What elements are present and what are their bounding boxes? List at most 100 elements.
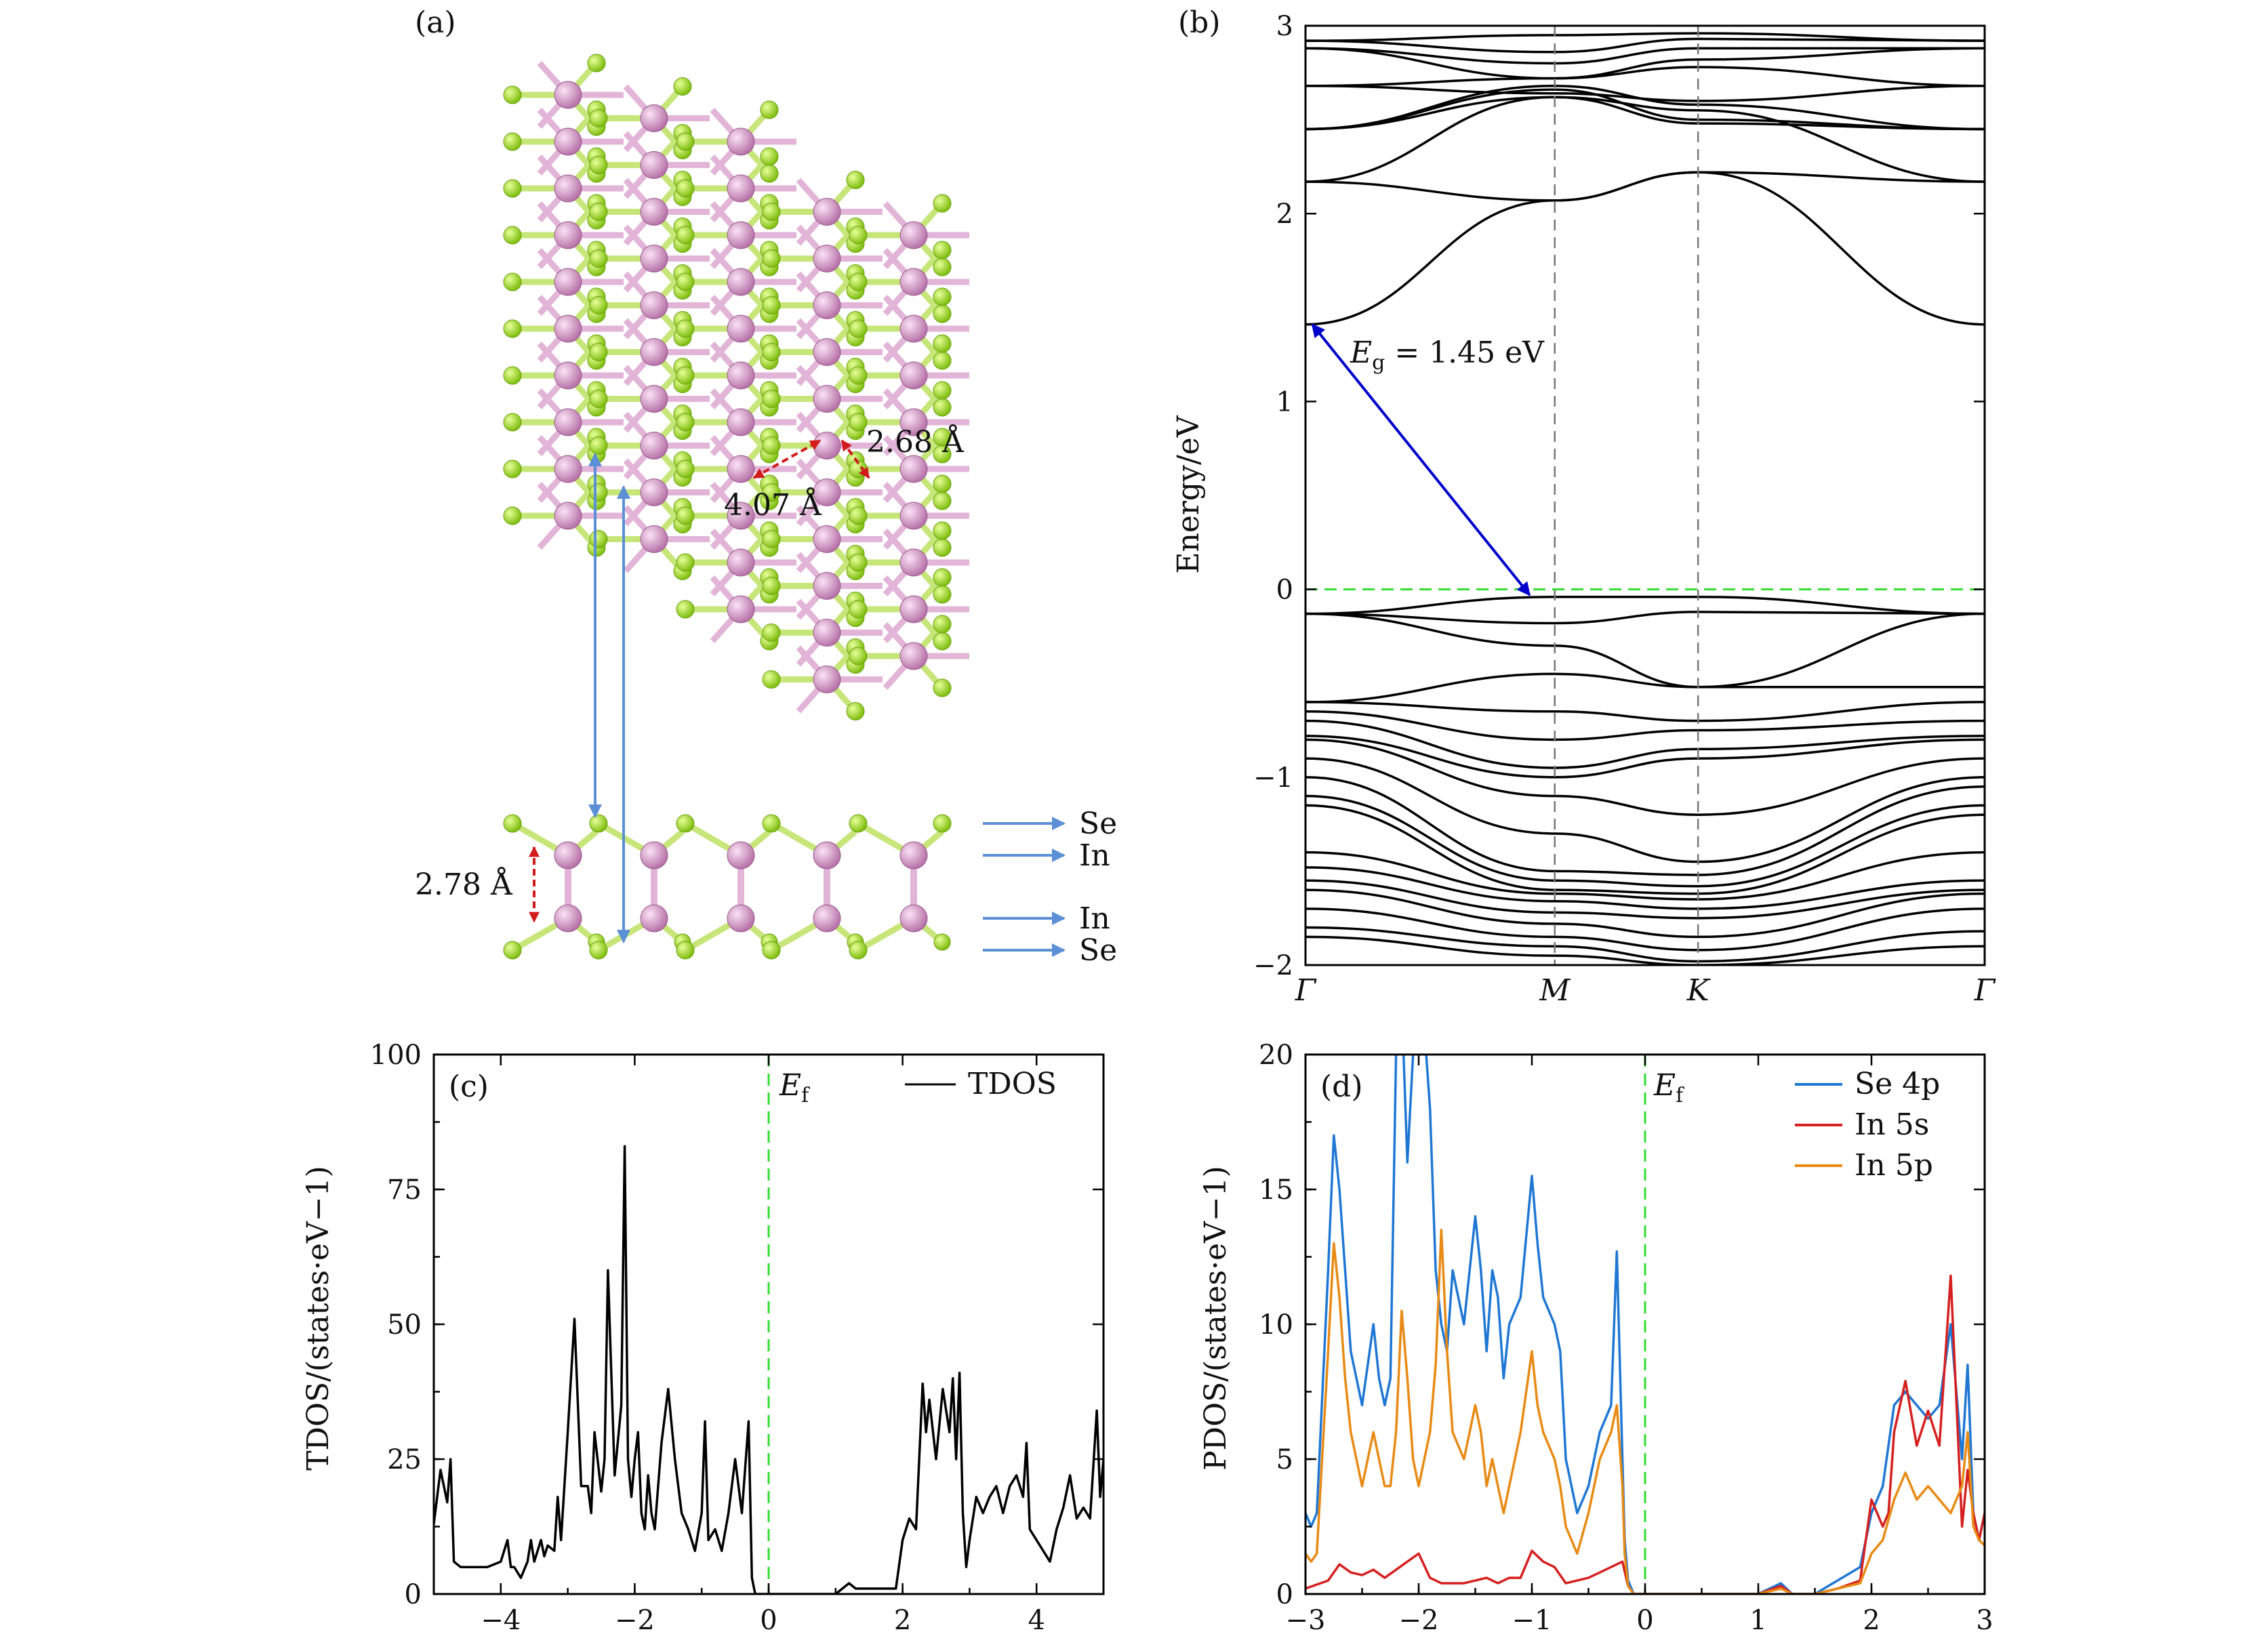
se-atom (762, 483, 781, 502)
se-atom (933, 287, 952, 306)
in-atom (727, 361, 755, 390)
se-atom (760, 100, 779, 119)
in-atom (640, 245, 668, 272)
se-atom (933, 585, 952, 604)
kpoint-label: K (1686, 973, 1711, 1008)
legend-label-in5p: In 5p (1855, 1148, 1933, 1183)
se-atom (503, 366, 522, 385)
se-atom (933, 678, 952, 697)
se-atom (589, 530, 608, 548)
se-atom (933, 632, 952, 651)
legend-label-in5s: In 5s (1855, 1107, 1929, 1142)
band-lines (1305, 32, 1985, 965)
x-tick-label: 4 (1028, 1605, 1045, 1634)
in-atom (640, 525, 668, 553)
in-atom (554, 455, 582, 483)
y-tick-label: 15 (1259, 1175, 1293, 1206)
thickness-label: 2.78 Å (415, 866, 513, 902)
in-se-bond-label: 2.68 Å (866, 424, 965, 459)
se-atom (762, 249, 781, 268)
se-atom (933, 351, 952, 370)
y-tick-label: 75 (387, 1175, 422, 1206)
se-atom (503, 413, 522, 432)
in-atom (727, 174, 755, 203)
in-atom (813, 619, 841, 647)
y-tick-label: 100 (370, 1040, 422, 1071)
se-atom (589, 436, 608, 455)
panel-b-frame (1304, 24, 1986, 966)
se-atom (849, 272, 868, 291)
band-line (1305, 47, 1985, 80)
se-atom (589, 156, 608, 174)
x-tick-label: 0 (760, 1605, 777, 1634)
panel-c-ylabel: TDOS/(states·eV−1) (301, 1166, 336, 1470)
in-atom (640, 904, 668, 933)
in-atom (727, 502, 755, 530)
kpoint-label: Γ (1974, 973, 1996, 1008)
se-atom (762, 814, 781, 833)
se-atom (849, 814, 868, 833)
band-line (1305, 66, 1985, 87)
se-atom (849, 506, 868, 525)
in-atom (899, 408, 928, 436)
in-atom (554, 502, 582, 530)
in-atom (640, 104, 668, 132)
pdos-legend: Se 4p In 5s In 5p (1795, 1067, 1940, 1183)
se-atom (762, 941, 781, 960)
kpoint-label: Γ (1295, 973, 1317, 1008)
se-atom (676, 132, 695, 151)
in-atom (899, 595, 928, 624)
se-atom (849, 553, 868, 572)
se-atom (933, 521, 952, 540)
se-atom (589, 203, 608, 221)
in-atom (640, 385, 668, 413)
se-atom (933, 304, 952, 323)
y-tick-label: 3 (1276, 11, 1293, 42)
top-view-lattice (503, 54, 969, 720)
se-atom (849, 941, 868, 960)
x-tick-label: 3 (1976, 1605, 1993, 1634)
se-atom (503, 226, 522, 245)
se-atom (503, 814, 522, 833)
in-atom (554, 314, 582, 343)
se-atom (762, 670, 781, 689)
se-atom (589, 814, 608, 833)
se-atom (676, 553, 695, 572)
in-atom (899, 221, 928, 249)
band-line (1305, 889, 1985, 939)
in-atom (899, 642, 928, 670)
se-atom (503, 272, 522, 291)
band-line (1305, 171, 1985, 326)
in-atom (727, 904, 755, 933)
band-gap-arrow (1311, 323, 1531, 596)
band-line (1305, 96, 1985, 183)
x-tick-label: 2 (894, 1605, 911, 1634)
se-atom (933, 933, 951, 951)
se-atom (503, 179, 522, 198)
se-atom (933, 491, 952, 510)
in-atom (813, 478, 841, 506)
band-line (1305, 757, 1985, 863)
side-view-lattice (503, 814, 952, 960)
se-atom (849, 647, 868, 666)
panel-b-ylabel: Energy/eV (1171, 415, 1206, 573)
se-atom (849, 413, 868, 432)
se-atom (849, 319, 868, 338)
in-atom (813, 841, 841, 870)
in-atom (727, 268, 755, 296)
band-line (1305, 710, 1985, 741)
in-atom (727, 841, 755, 870)
se-atom (589, 390, 608, 408)
se-atom (503, 506, 522, 525)
se-atom (762, 390, 781, 408)
in-atom (640, 432, 668, 459)
in-atom (554, 361, 582, 390)
in-atom (813, 432, 841, 459)
band-gap-label: Eg = 1.45 eV (1350, 335, 1545, 375)
se-atom (762, 577, 781, 595)
in-atom (813, 666, 841, 693)
x-tick-label: −3 (1286, 1605, 1326, 1634)
in-atom (813, 291, 841, 319)
gap-rest: = 1.45 eV (1385, 335, 1545, 370)
in-atom (727, 595, 755, 624)
